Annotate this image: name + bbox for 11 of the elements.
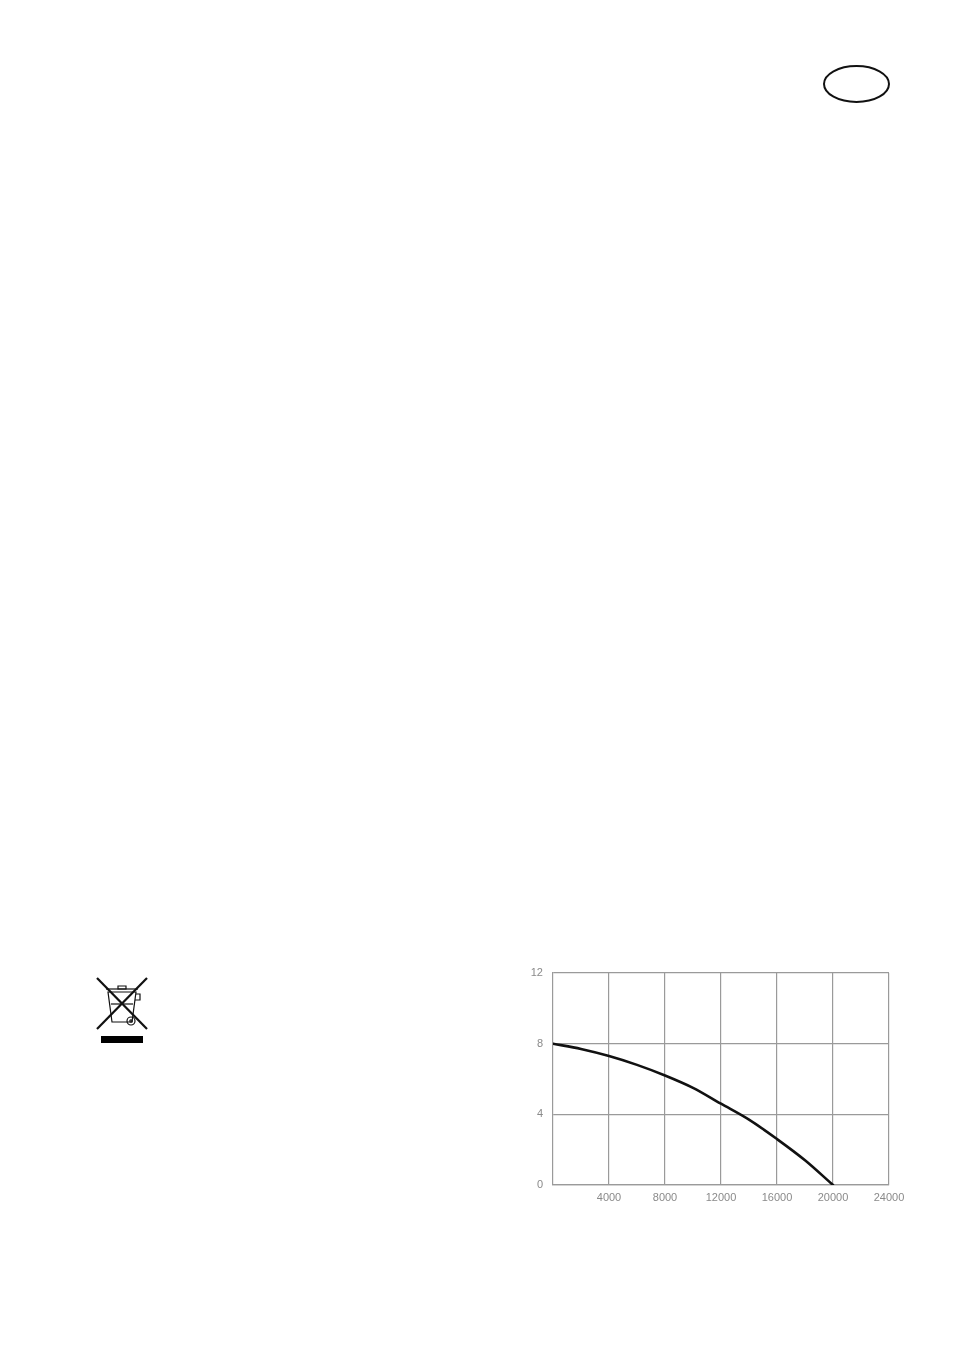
x-tick-label: 12000	[705, 1190, 737, 1203]
x-tick-label: 8000	[652, 1190, 678, 1203]
y-tick-label: 4	[536, 1107, 543, 1120]
y-tick-label: 12	[530, 966, 543, 979]
y-tick-label: 0	[536, 1178, 543, 1191]
x-tick-label: 16000	[761, 1190, 793, 1203]
line-series	[553, 1042, 835, 1185]
x-tick-label: 4000	[596, 1190, 622, 1203]
x-tick-label: 24000	[873, 1190, 905, 1203]
x-tick-label: 20000	[817, 1190, 849, 1203]
y-tick-label: 8	[536, 1036, 543, 1049]
